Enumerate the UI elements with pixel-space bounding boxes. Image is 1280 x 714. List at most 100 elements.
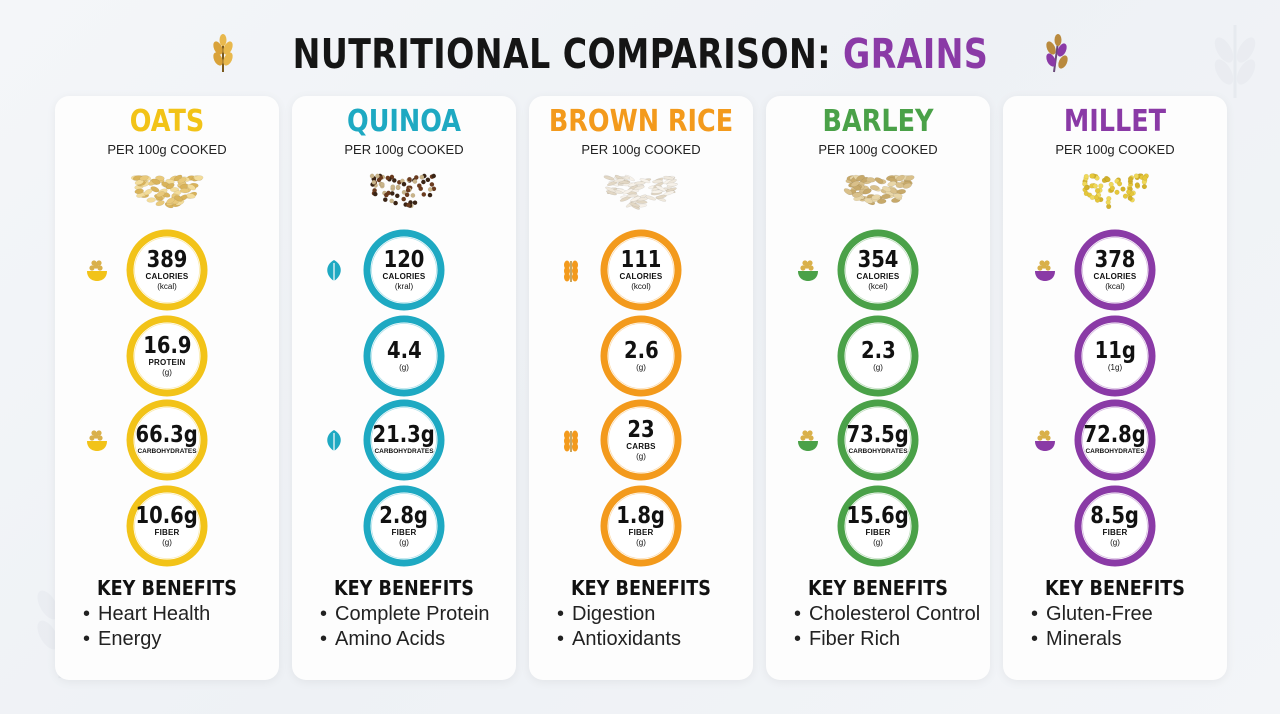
metric-value: 2.8g — [379, 503, 429, 529]
metric-unit: (kcal) — [157, 282, 177, 291]
benefit-item: Heart Health — [83, 602, 210, 627]
grain-card-oats: OATS PER 100g COOKED 389 CALORIES (kcal) 16.9… — [55, 96, 279, 680]
metric-text: 2.8g FIBER (g) — [362, 484, 446, 568]
metric-text: 23 CARBS (g) — [599, 398, 683, 482]
metric-text: 73.5g CARBOHYDRATES — [836, 398, 920, 482]
key-benefits-title: KEY BENEFITS — [1045, 576, 1185, 600]
benefits-list: DigestionAntioxidants — [557, 602, 681, 652]
metric-ring — [1074, 399, 1156, 481]
metric-gauge: 2.8g FIBER (g) — [362, 484, 446, 568]
metric-value: 11g — [1094, 338, 1136, 364]
metric-label: CARBOHYDRATES — [1085, 448, 1145, 455]
metric-value: 111 — [620, 247, 662, 273]
metric-label: FIBER — [865, 528, 891, 537]
metric-gauge: 2.6 (g) — [599, 314, 683, 398]
grain-card-brown-rice: BROWN RICE PER 100g COOKED 111 CALORIES (kco… — [529, 96, 753, 680]
metric-text: 111 CALORIES (kcol) — [599, 228, 683, 312]
metric-label: FIBER — [391, 528, 417, 537]
metric-text: 21.3g CARBOHYDRATES — [362, 398, 446, 482]
metric-gauge: 66.3g CARBOHYDRATES — [125, 398, 209, 482]
grain-name: MILLET — [1063, 104, 1167, 139]
benefit-item: Complete Protein — [320, 602, 490, 627]
metric-label: CALORIES — [145, 272, 189, 281]
metric-label: CARBOHYDRATES — [137, 448, 197, 455]
benefits-list: Complete ProteinAmino Acids — [320, 602, 490, 652]
metric-value: 2.3 — [860, 338, 896, 364]
benefit-item: Fiber Rich — [794, 627, 980, 652]
grain-pile-illustration — [130, 174, 204, 209]
grain-bowl-icon — [87, 260, 107, 281]
metric-ring — [363, 315, 445, 397]
metric-text: 72.8g CARBOHYDRATES — [1073, 398, 1157, 482]
key-benefits-title: KEY BENEFITS — [334, 576, 474, 600]
metric-value: 21.3g — [372, 422, 436, 448]
serving-size: PER 100g COOKED — [107, 142, 227, 157]
wheat-icon — [1046, 34, 1069, 73]
metric-ring — [600, 399, 682, 481]
metric-gauge: 120 CALORIES (kral) — [362, 228, 446, 312]
metric-value: 73.5g — [846, 422, 910, 448]
metric-text: 16.9 PROTEIN (g) — [125, 314, 209, 398]
benefit-item: Digestion — [557, 602, 681, 627]
metric-gauge: 2.3 (g) — [836, 314, 920, 398]
metric-gauge: 73.5g CARBOHYDRATES — [836, 398, 920, 482]
metric-gauge: 4.4 (g) — [362, 314, 446, 398]
metric-gauge: 378 CALORIES (kcal) — [1073, 228, 1157, 312]
grain-card-millet: MILLET PER 100g COOKED 378 CALORIES (kcal) 11… — [1003, 96, 1227, 680]
metric-text: 66.3g CARBOHYDRATES — [125, 398, 209, 482]
leaf-icon — [327, 430, 341, 451]
metric-label: CARBOHYDRATES — [374, 448, 434, 455]
metric-gauge: 15.6g FIBER (g) — [836, 484, 920, 568]
grain-pile-illustration — [843, 174, 915, 206]
metric-unit: (g) — [636, 538, 646, 547]
metric-ring — [1074, 229, 1156, 311]
serving-size: PER 100g COOKED — [344, 142, 464, 157]
wheat-icon — [212, 34, 233, 72]
benefit-item: Energy — [83, 627, 210, 652]
metric-label: PROTEIN — [148, 358, 186, 367]
metric-text: 2.6 (g) — [599, 314, 683, 398]
benefits-list: Heart HealthEnergy — [83, 602, 210, 652]
leaf-icon — [327, 260, 341, 281]
metric-ring — [600, 229, 682, 311]
metric-value: 72.8g — [1083, 422, 1147, 448]
metric-ring — [363, 485, 445, 567]
metric-ring — [837, 399, 919, 481]
metric-text: 1.8g FIBER (g) — [599, 484, 683, 568]
key-benefits-title: KEY BENEFITS — [97, 576, 237, 600]
metric-gauge: 21.3g CARBOHYDRATES — [362, 398, 446, 482]
metric-value: 378 — [1094, 247, 1136, 273]
metric-ring — [1074, 485, 1156, 567]
metric-gauge: 72.8g CARBOHYDRATES — [1073, 398, 1157, 482]
metric-ring — [600, 315, 682, 397]
metric-gauge: 389 CALORIES (kcal) — [125, 228, 209, 312]
grain-pile-illustration — [369, 173, 437, 209]
metric-text: 2.3 (g) — [836, 314, 920, 398]
metric-gauge: 111 CALORIES (kcol) — [599, 228, 683, 312]
metric-label: FIBER — [1102, 528, 1128, 537]
metric-value: 389 — [146, 247, 188, 273]
metric-unit: (g) — [399, 538, 409, 547]
metric-gauge: 1.8g FIBER (g) — [599, 484, 683, 568]
metric-unit: (kcal) — [1105, 282, 1125, 291]
wheat-icon — [564, 260, 578, 282]
metric-unit: (1g) — [1107, 363, 1123, 372]
metric-ring — [126, 315, 208, 397]
grain-name: BARLEY — [822, 104, 934, 139]
metric-text: 15.6g FIBER (g) — [836, 484, 920, 568]
metric-unit: (g) — [162, 368, 172, 377]
metric-unit: (g) — [873, 363, 883, 372]
metric-unit: (g) — [399, 363, 409, 372]
grain-cards: OATS PER 100g COOKED 389 CALORIES (kcal) 16.9… — [55, 96, 1227, 680]
metric-label: CARBOHYDRATES — [848, 448, 908, 455]
metric-value: 16.9 — [142, 333, 192, 359]
grain-pile-illustration — [603, 174, 678, 210]
metric-text: 354 CALORIES (kcel) — [836, 228, 920, 312]
metric-value: 15.6g — [846, 503, 910, 529]
metric-value: 8.5g — [1090, 503, 1140, 529]
metric-ring — [1074, 315, 1156, 397]
benefit-item: Cholesterol Control — [794, 602, 980, 627]
metric-unit: (g) — [162, 538, 172, 547]
metric-text: 11g (1g) — [1073, 314, 1157, 398]
key-benefits-title: KEY BENEFITS — [571, 576, 711, 600]
